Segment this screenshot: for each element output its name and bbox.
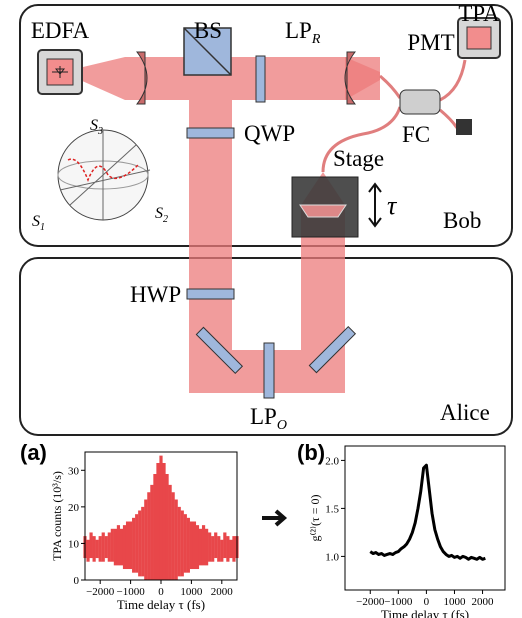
label-hwp: HWP — [130, 282, 181, 307]
y-tick-label: 10 — [68, 538, 80, 550]
panel-label: (a) — [20, 440, 47, 465]
label-text: S — [155, 205, 163, 222]
y-tick-label: 20 — [68, 502, 80, 514]
label-sub: O — [277, 418, 287, 433]
label-sub: 2 — [163, 214, 168, 225]
label-text: S — [32, 213, 40, 230]
y-axis-label: g⁽²⁾(τ = 0) — [308, 494, 322, 541]
label-sub: 3 — [97, 126, 103, 137]
data-line — [370, 465, 485, 559]
label-lp-r: LPR — [285, 18, 321, 47]
label-sub: R — [311, 32, 321, 47]
y-tick-label: 0 — [74, 575, 80, 587]
setup-diagram: EDFA BS LPR TPA PMT QWP FC Stage τ Bob H… — [20, 1, 512, 435]
figure: EDFA BS LPR TPA PMT QWP FC Stage τ Bob H… — [0, 0, 522, 618]
y-axis-label: TPA counts (10³/s) — [50, 471, 64, 561]
label-stage: Stage — [333, 146, 384, 171]
label-tau: τ — [387, 191, 398, 220]
y-tick-label: 2.0 — [325, 455, 339, 467]
label-bs: BS — [194, 18, 222, 43]
label-lp-o: LPO — [250, 404, 287, 433]
x-axis-label: Time delay τ (fs) — [381, 607, 469, 618]
y-tick-label: 1.0 — [325, 551, 339, 563]
y-tick-label: 1.5 — [325, 503, 339, 515]
label-alice: Alice — [440, 400, 490, 425]
x-tick-label: −2000 — [86, 586, 115, 598]
label-text: S — [90, 117, 98, 134]
y-tick-label: 30 — [68, 465, 80, 477]
arrow — [262, 511, 284, 525]
label-text: LP — [250, 404, 277, 429]
label-tpa: TPA — [458, 1, 500, 26]
label-edfa: EDFA — [31, 18, 90, 43]
label-sub: 1 — [40, 222, 45, 233]
label-fc: FC — [402, 122, 430, 147]
panel-label: (b) — [297, 440, 325, 465]
x-tick-label: 2000 — [472, 596, 495, 608]
label-s2: S2 — [155, 205, 168, 225]
x-axis-label: Time delay τ (fs) — [117, 597, 205, 612]
label-text: LP — [285, 18, 312, 43]
label-bob: Bob — [443, 208, 481, 233]
x-tick-label: 2000 — [211, 586, 234, 598]
label-s1: S1 — [32, 213, 45, 233]
label-pmt: PMT — [407, 30, 454, 55]
label-qwp: QWP — [244, 121, 295, 146]
